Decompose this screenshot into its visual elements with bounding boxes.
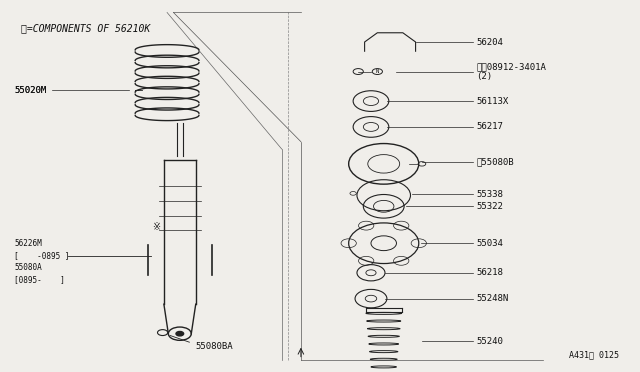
Text: 56113X: 56113X <box>476 97 508 106</box>
Text: 55080BA: 55080BA <box>196 342 234 351</box>
Text: 55338: 55338 <box>476 190 503 199</box>
Text: 55020M: 55020M <box>14 86 46 94</box>
Circle shape <box>176 331 184 336</box>
Text: 56218: 56218 <box>476 268 503 277</box>
Text: N: N <box>376 69 379 74</box>
Text: ※ⓝ08912-3401A
(2): ※ⓝ08912-3401A (2) <box>476 62 546 81</box>
Text: 55322: 55322 <box>476 202 503 211</box>
Text: ※55080B: ※55080B <box>476 157 514 167</box>
Text: ※: ※ <box>152 222 161 232</box>
Text: 55240: 55240 <box>476 337 503 346</box>
Text: 55020M: 55020M <box>14 86 46 94</box>
Text: 55248N: 55248N <box>476 294 508 303</box>
Text: A431※ 0125: A431※ 0125 <box>570 350 620 359</box>
Text: 56204: 56204 <box>476 38 503 46</box>
Text: 56226M
[    -0895 ]
55080A
[0895-    ]: 56226M [ -0895 ] 55080A [0895- ] <box>14 240 70 284</box>
Text: 55034: 55034 <box>476 239 503 248</box>
Text: 56217: 56217 <box>476 122 503 131</box>
Text: ※=COMPONENTS OF 56210K: ※=COMPONENTS OF 56210K <box>20 23 150 33</box>
